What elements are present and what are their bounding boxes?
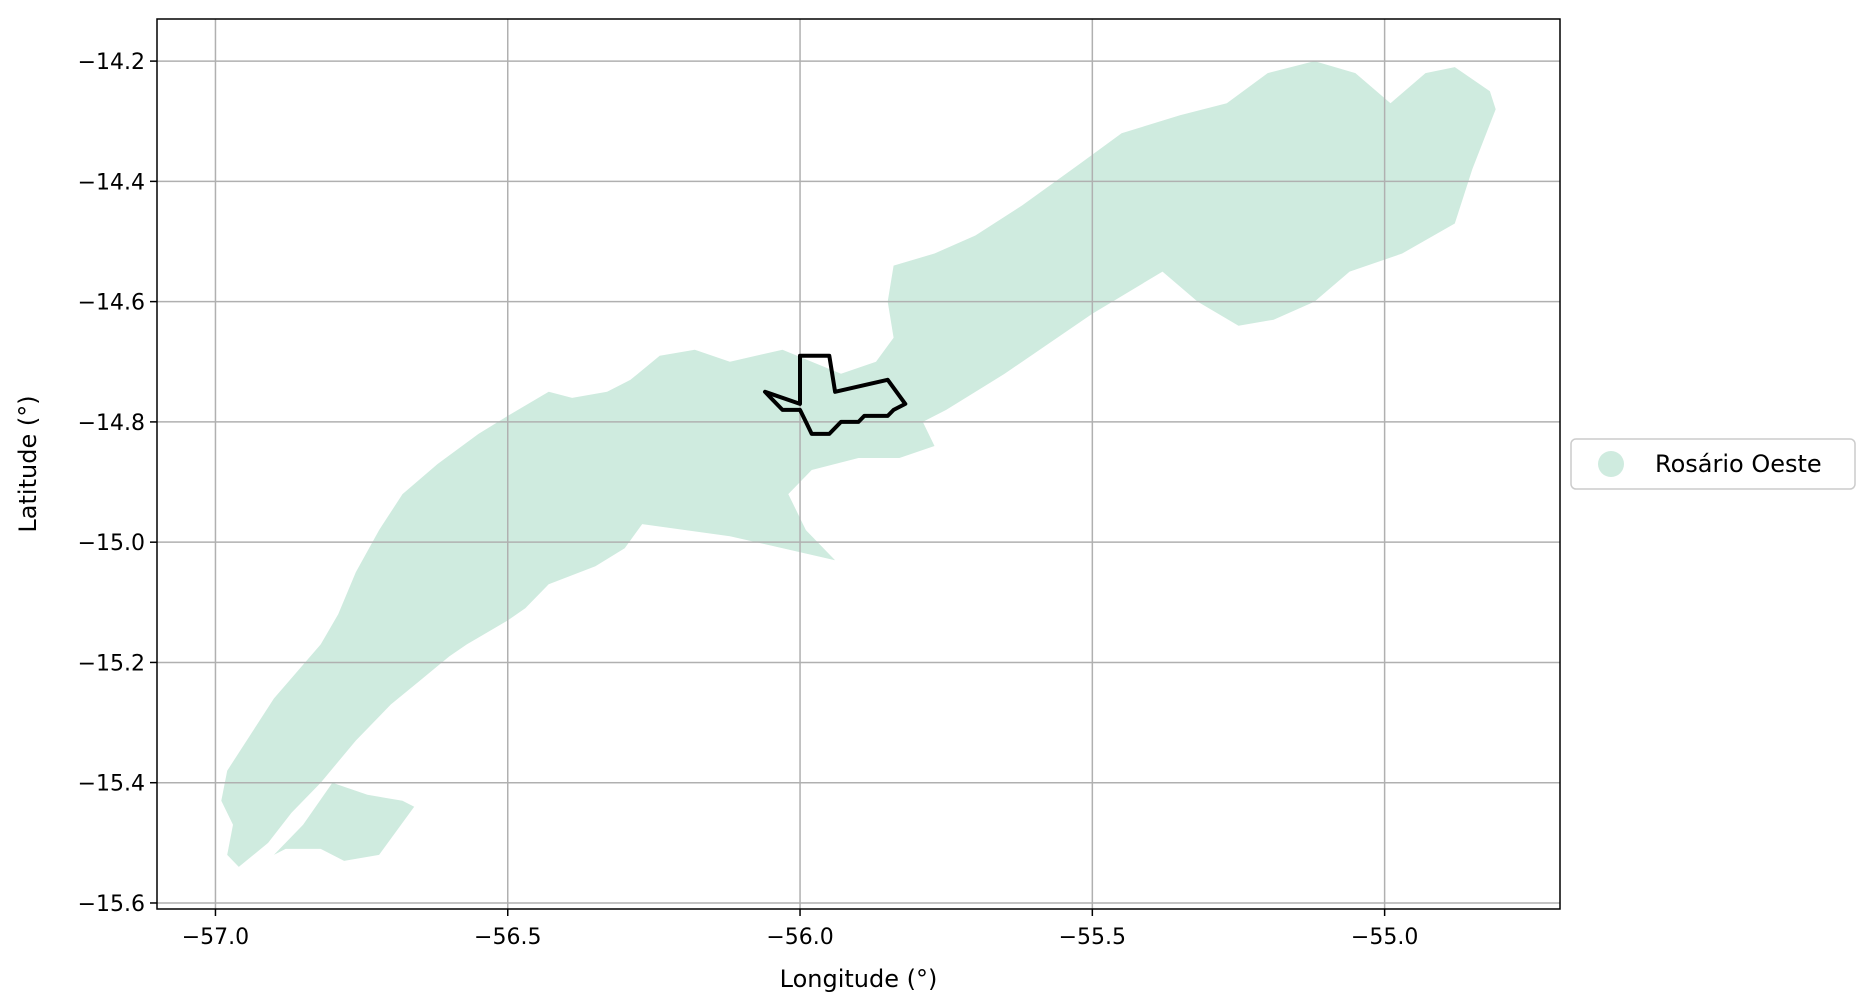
region-polygon bbox=[221, 61, 1496, 867]
y-tick-label: −14.6 bbox=[78, 291, 145, 316]
y-tick-label: −14.2 bbox=[78, 50, 145, 75]
y-axis: −14.2 −14.4 −14.6 −14.8 −15.0 −15.2 −15.4 −15.6 bbox=[78, 50, 157, 917]
y-tick-label: −15.0 bbox=[78, 531, 145, 556]
x-tick-label: −56.0 bbox=[766, 925, 833, 950]
legend-label: Rosário Oeste bbox=[1655, 450, 1822, 478]
x-axis-label: Longitude (°) bbox=[780, 965, 938, 993]
y-tick-label: −14.4 bbox=[78, 170, 145, 195]
x-axis: −57.0 −56.5 −56.0 −55.5 −55.0 bbox=[182, 909, 1418, 950]
region-layer bbox=[221, 61, 1496, 867]
y-axis-label: Latitude (°) bbox=[14, 395, 42, 532]
y-tick-label: −15.2 bbox=[78, 651, 145, 676]
x-tick-label: −55.5 bbox=[1059, 925, 1126, 950]
y-tick-label: −15.6 bbox=[78, 892, 145, 917]
x-tick-label: −56.5 bbox=[474, 925, 541, 950]
x-tick-label: −57.0 bbox=[182, 925, 249, 950]
legend-marker bbox=[1598, 451, 1624, 477]
y-tick-label: −14.8 bbox=[78, 411, 145, 436]
region-polygon-secondary bbox=[273, 782, 415, 861]
legend: Rosário Oeste bbox=[1570, 438, 1856, 490]
x-tick-label: −55.0 bbox=[1351, 925, 1418, 950]
y-tick-label: −15.4 bbox=[78, 772, 145, 797]
gridlines bbox=[157, 19, 1560, 909]
boundary-outline bbox=[763, 353, 908, 436]
plot-frame bbox=[156, 18, 1561, 910]
legend-box bbox=[1570, 438, 1856, 490]
